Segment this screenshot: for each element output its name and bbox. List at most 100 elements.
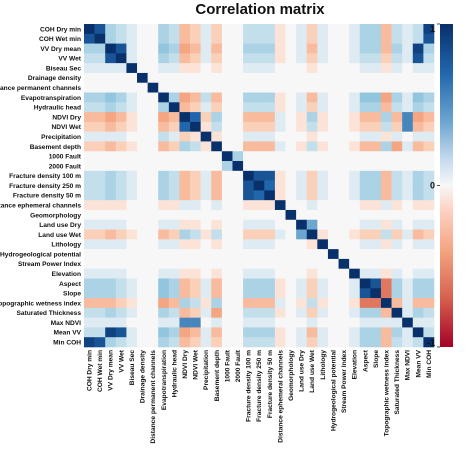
column-label: NDVI Wet (193, 349, 200, 379)
heatmap-cell (243, 180, 254, 191)
heatmap-cell (274, 72, 286, 84)
heatmap-cell (391, 268, 403, 279)
heatmap-cell (296, 180, 308, 191)
heatmap-cell (168, 121, 180, 132)
heatmap-cell (147, 327, 159, 338)
heatmap-cell (94, 190, 106, 201)
heatmap-cell (338, 131, 350, 142)
heatmap-cell (412, 190, 424, 201)
heatmap-cell (115, 337, 127, 348)
heatmap-cell (349, 298, 361, 309)
heatmap-cell (402, 121, 414, 132)
heatmap-cell (338, 239, 350, 250)
heatmap-cell (221, 43, 233, 54)
heatmap-cell (349, 63, 361, 74)
heatmap-cell (94, 200, 106, 211)
heatmap-cell (327, 53, 339, 64)
heatmap-cell (126, 43, 138, 54)
heatmap-cell (327, 151, 339, 162)
heatmap-cell (105, 131, 117, 142)
heatmap-cell (380, 209, 392, 221)
heatmap-cell (211, 33, 223, 44)
heatmap-cell (211, 151, 223, 162)
heatmap-cell (285, 72, 297, 84)
column-label: Evapotranspiration (161, 350, 168, 410)
heatmap-cell (115, 219, 127, 230)
heatmap-cell (243, 209, 254, 221)
heatmap-cell (243, 72, 254, 84)
heatmap-cell (232, 82, 244, 93)
heatmap-cell (105, 229, 117, 240)
heatmap-cell (168, 327, 180, 338)
heatmap-cell (137, 239, 148, 250)
heatmap-cell (296, 53, 308, 64)
heatmap-cell (243, 121, 254, 132)
heatmap-cell (105, 112, 117, 123)
heatmap-cell (317, 33, 329, 44)
heatmap-cell (105, 24, 117, 35)
heatmap-cell (84, 307, 95, 318)
heatmap-cell (402, 288, 414, 299)
heatmap-cell (115, 200, 127, 211)
heatmap-cell (264, 121, 276, 132)
heatmap-cell (126, 180, 138, 191)
heatmap-cell (296, 268, 308, 279)
heatmap-cell (94, 102, 106, 113)
column-label: Stream Power Index (341, 350, 348, 413)
heatmap-cell (327, 249, 339, 260)
heatmap-cell (190, 53, 201, 64)
heatmap-cell (200, 229, 212, 240)
row-label: Fracture density 100 m (9, 173, 81, 180)
heatmap-cell (158, 209, 170, 221)
heatmap-cell (243, 141, 254, 152)
heatmap-cell (126, 82, 138, 93)
heatmap-cell (179, 307, 191, 318)
heatmap-cell (126, 112, 138, 123)
heatmap-cell (317, 141, 329, 152)
heatmap-cell (264, 24, 276, 35)
heatmap-cell (306, 112, 318, 123)
heatmap-cell (158, 24, 170, 35)
heatmap-cell (317, 121, 329, 132)
heatmap-cell (211, 24, 223, 35)
heatmap-cell (105, 239, 117, 250)
heatmap-cell (137, 170, 148, 181)
heatmap-cell (306, 239, 318, 250)
heatmap-cell (115, 63, 127, 74)
heatmap-cell (126, 239, 138, 250)
heatmap-cell (264, 131, 276, 142)
heatmap-cell (306, 337, 318, 348)
heatmap-cell (423, 200, 435, 211)
heatmap-cell (211, 131, 223, 142)
heatmap-cell (211, 229, 223, 240)
heatmap-cell (211, 219, 223, 230)
heatmap-cell (179, 43, 191, 54)
heatmap-cell (285, 307, 297, 318)
column-label: 2000 Fault (235, 349, 242, 382)
heatmap-cell (168, 53, 180, 64)
heatmap-cell (221, 239, 233, 250)
heatmap-cell (200, 112, 212, 123)
chart-title: Correlation matrix (195, 1, 325, 18)
heatmap-cell (412, 317, 424, 328)
column-label: Mean VV (415, 349, 422, 377)
heatmap-cell (380, 258, 392, 269)
heatmap-cell (285, 63, 297, 74)
heatmap-cell (338, 219, 350, 230)
column-label: Precipitation (203, 350, 210, 390)
heatmap-cell (391, 131, 403, 142)
row-label: Evapotranspiration (21, 95, 81, 102)
heatmap-cell (115, 112, 127, 123)
heatmap-cell (253, 337, 265, 348)
heatmap-cell (349, 249, 361, 260)
heatmap-cell (349, 170, 361, 181)
heatmap-cell (168, 209, 180, 221)
heatmap-cell (126, 170, 138, 181)
heatmap-cell (338, 258, 350, 269)
heatmap-cell (221, 92, 233, 103)
heatmap-cell (317, 278, 329, 289)
heatmap-cell (296, 239, 308, 250)
heatmap-cell (296, 151, 308, 162)
heatmap-cell (94, 209, 106, 221)
heatmap-cell (190, 229, 201, 240)
